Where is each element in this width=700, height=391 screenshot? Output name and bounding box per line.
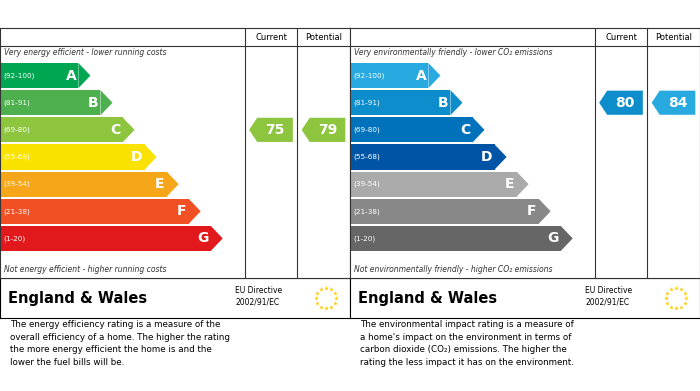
Polygon shape: [302, 118, 345, 142]
Text: The energy efficiency rating is a measure of the
overall efficiency of a home. T: The energy efficiency rating is a measur…: [10, 320, 230, 367]
Polygon shape: [78, 63, 90, 88]
Polygon shape: [189, 199, 201, 224]
Text: A: A: [66, 68, 76, 83]
Text: (92-100): (92-100): [3, 72, 34, 79]
Bar: [0, 117, 122, 142]
Bar: [350, 90, 451, 115]
Polygon shape: [539, 199, 551, 224]
Text: F: F: [177, 204, 187, 218]
Bar: [350, 199, 539, 224]
Text: 79: 79: [318, 123, 337, 137]
Text: (69-80): (69-80): [3, 127, 29, 133]
Text: (1-20): (1-20): [3, 235, 25, 242]
Text: (55-68): (55-68): [3, 154, 29, 160]
Bar: [350, 226, 561, 251]
Text: B: B: [88, 96, 99, 110]
Text: Very environmentally friendly - lower CO₂ emissions: Very environmentally friendly - lower CO…: [354, 48, 552, 57]
Text: The environmental impact rating is a measure of
a home's impact on the environme: The environmental impact rating is a mea…: [360, 320, 575, 367]
Text: Energy Efficiency Rating: Energy Efficiency Rating: [8, 7, 181, 20]
Bar: [0, 144, 144, 170]
Bar: [0, 63, 78, 88]
Text: 80: 80: [615, 96, 635, 110]
Bar: [350, 172, 517, 197]
Text: (81-91): (81-91): [353, 99, 379, 106]
Bar: [350, 63, 428, 88]
Text: G: G: [547, 231, 559, 246]
Text: Potential: Potential: [655, 32, 692, 41]
Text: (81-91): (81-91): [3, 99, 29, 106]
Text: F: F: [527, 204, 537, 218]
Text: (92-100): (92-100): [353, 72, 384, 79]
Text: EU Directive
2002/91/EC: EU Directive 2002/91/EC: [235, 285, 282, 307]
Text: Environmental Impact (CO₂) Rating: Environmental Impact (CO₂) Rating: [358, 7, 605, 20]
Bar: [350, 117, 472, 142]
Polygon shape: [249, 118, 293, 142]
Text: England & Wales: England & Wales: [8, 291, 147, 305]
Bar: [0, 226, 211, 251]
Bar: [0, 90, 101, 115]
Text: (39-54): (39-54): [3, 181, 29, 187]
Text: 75: 75: [265, 123, 285, 137]
Text: 84: 84: [668, 96, 687, 110]
Text: (69-80): (69-80): [353, 127, 379, 133]
Polygon shape: [144, 144, 157, 170]
Text: (21-38): (21-38): [3, 208, 29, 215]
Polygon shape: [652, 91, 695, 115]
Text: Not energy efficient - higher running costs: Not energy efficient - higher running co…: [4, 265, 167, 274]
Text: E: E: [505, 177, 514, 191]
Bar: [350, 144, 494, 170]
Text: Current: Current: [255, 32, 287, 41]
Text: Not environmentally friendly - higher CO₂ emissions: Not environmentally friendly - higher CO…: [354, 265, 552, 274]
Text: Potential: Potential: [305, 32, 342, 41]
Text: D: D: [481, 150, 493, 164]
Text: (21-38): (21-38): [353, 208, 379, 215]
Text: England & Wales: England & Wales: [358, 291, 497, 305]
Text: (1-20): (1-20): [353, 235, 375, 242]
Text: EU Directive
2002/91/EC: EU Directive 2002/91/EC: [585, 285, 632, 307]
Polygon shape: [122, 117, 134, 142]
Polygon shape: [473, 117, 484, 142]
Polygon shape: [599, 91, 643, 115]
Polygon shape: [167, 172, 178, 197]
Polygon shape: [517, 172, 528, 197]
Polygon shape: [451, 90, 463, 115]
Bar: [0, 199, 189, 224]
Polygon shape: [101, 90, 113, 115]
Text: Current: Current: [605, 32, 637, 41]
Text: B: B: [438, 96, 449, 110]
Polygon shape: [494, 144, 507, 170]
Text: C: C: [111, 123, 120, 137]
Text: C: C: [461, 123, 470, 137]
Text: E: E: [155, 177, 164, 191]
Polygon shape: [428, 63, 440, 88]
Text: A: A: [416, 68, 426, 83]
Text: D: D: [131, 150, 143, 164]
Bar: [0, 172, 167, 197]
Polygon shape: [561, 226, 573, 251]
Text: Very energy efficient - lower running costs: Very energy efficient - lower running co…: [4, 48, 167, 57]
Text: (55-68): (55-68): [353, 154, 379, 160]
Text: G: G: [197, 231, 209, 246]
Text: (39-54): (39-54): [353, 181, 379, 187]
Polygon shape: [211, 226, 223, 251]
